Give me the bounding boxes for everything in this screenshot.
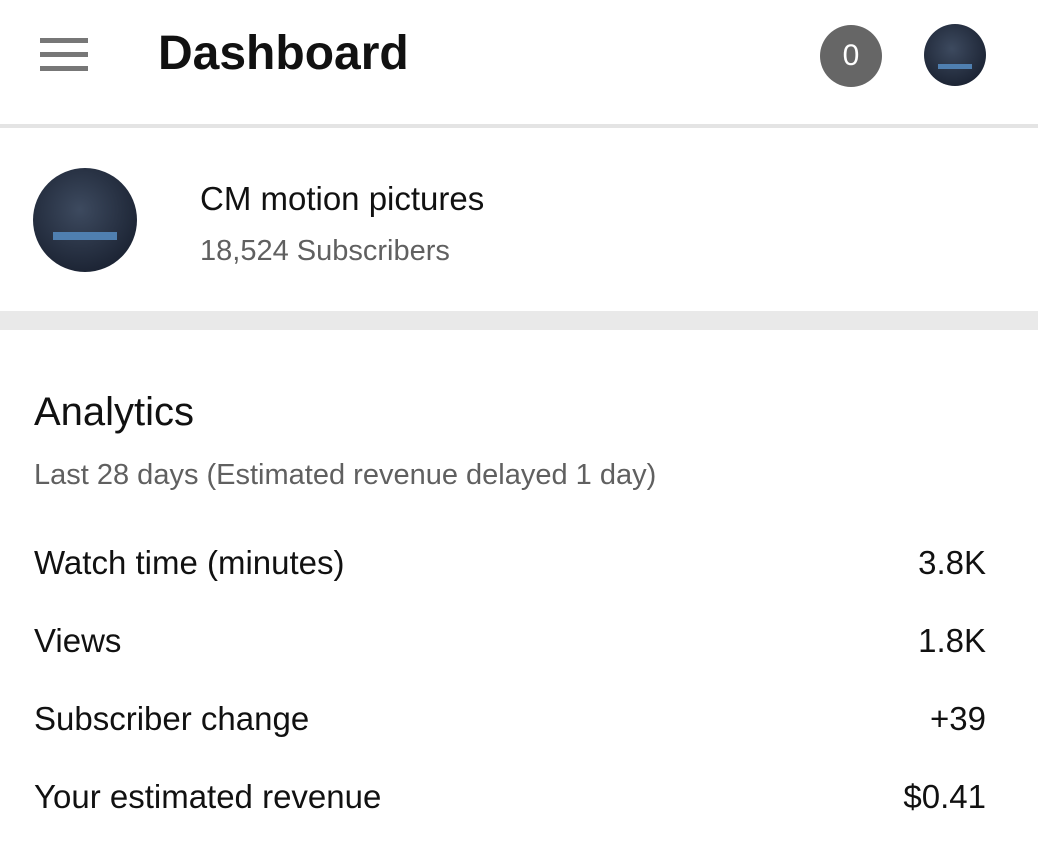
analytics-title: Analytics (34, 390, 195, 434)
metric-row-watch-time: Watch time (minutes) 3.8K (34, 544, 986, 584)
channel-name: CM motion pictures (200, 180, 485, 217)
metric-label: Subscriber change (34, 700, 310, 737)
divider (0, 124, 1038, 128)
metric-label: Watch time (minutes) (34, 544, 345, 581)
analytics-subtitle: Last 28 days (Estimated revenue delayed … (34, 459, 657, 491)
metric-row-views: Views 1.8K (34, 622, 986, 662)
app-header: Dashboard 0 (0, 0, 1038, 125)
metric-value: 1.8K (918, 622, 986, 659)
metric-row-subscriber-change: Subscriber change +39 (34, 700, 986, 740)
metric-value: $0.41 (903, 778, 986, 815)
hamburger-menu-icon[interactable] (40, 38, 88, 72)
metric-value: +39 (930, 700, 986, 737)
metric-label: Your estimated revenue (34, 778, 382, 815)
subscriber-count: 18,524 Subscribers (200, 235, 450, 267)
notification-badge[interactable]: 0 (820, 25, 882, 87)
metric-row-estimated-revenue: Your estimated revenue $0.41 (34, 778, 986, 818)
page-title: Dashboard (158, 27, 409, 80)
channel-card[interactable]: CM motion pictures 18,524 Subscribers (0, 128, 1038, 311)
section-divider (0, 311, 1038, 330)
metric-value: 3.8K (918, 544, 986, 581)
channel-avatar (33, 168, 137, 272)
account-avatar[interactable] (924, 24, 986, 86)
metric-label: Views (34, 622, 122, 659)
